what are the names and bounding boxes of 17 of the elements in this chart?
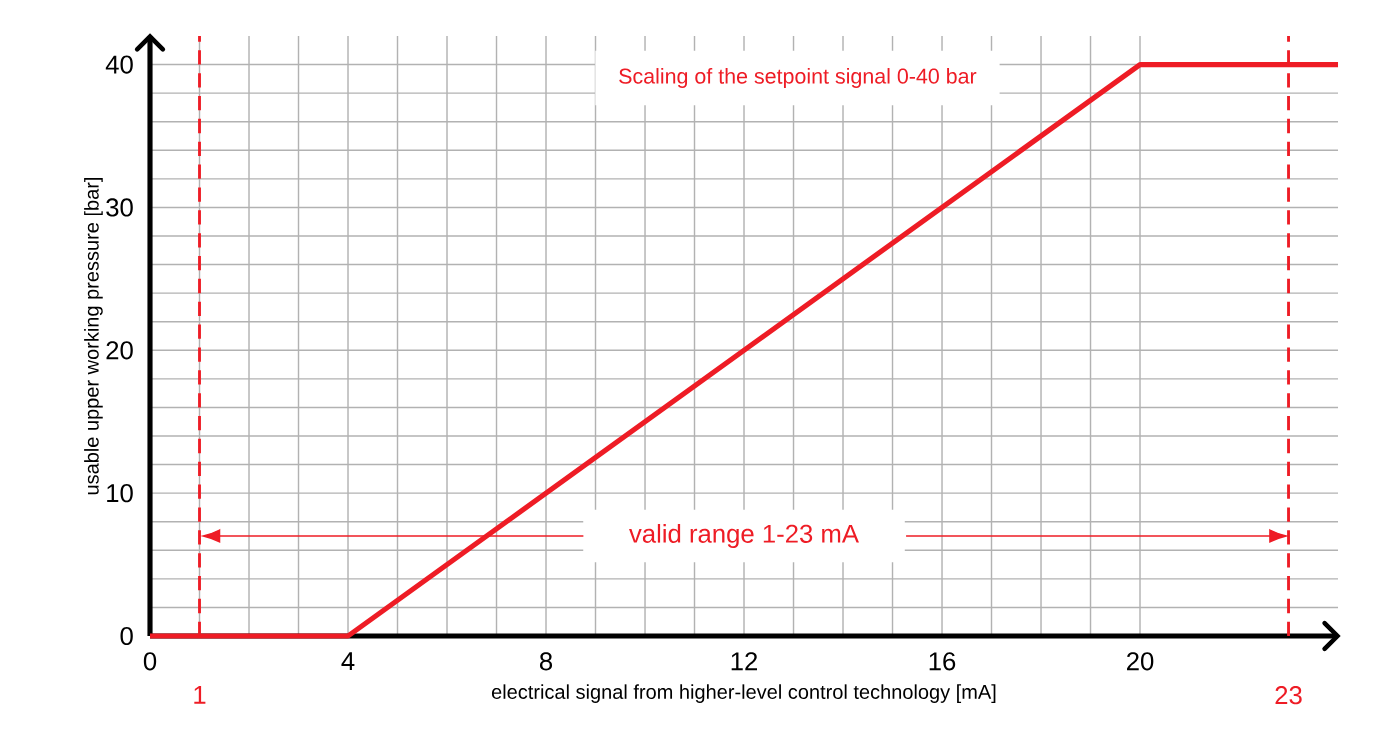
annotation: Scaling of the setpoint signal 0-40 bar [619, 68, 977, 88]
y-tick-label: 0 [120, 626, 133, 646]
x-tick-label: 16 [929, 652, 956, 671]
x-tick-label: 12 [731, 652, 758, 671]
y-tick-label: 20 [106, 341, 133, 360]
ref-line-label: 23 [1275, 686, 1302, 705]
y-tick-label: 30 [106, 198, 133, 217]
x-tick-label: 8 [539, 652, 553, 671]
y-tick-label: 40 [105, 55, 133, 74]
ref-line-label: 1 [194, 686, 206, 704]
x-axis-title: electrical signal from higher-level control technology [mA] [491, 684, 996, 703]
x-tick-label: 4 [341, 652, 355, 670]
y-tick-label: 10 [107, 484, 133, 503]
annotation: valid range 1-23 mA [629, 523, 859, 548]
x-tick-label: 0 [143, 652, 157, 671]
y-axis-title: usable upper working pressure [bar] [84, 177, 103, 495]
x-tick-label: 20 [1127, 652, 1154, 671]
